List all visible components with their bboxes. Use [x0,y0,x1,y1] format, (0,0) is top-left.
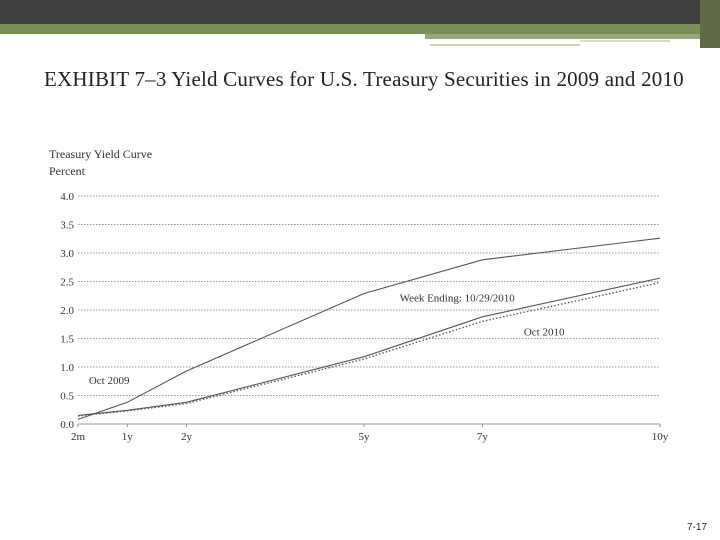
series-lines [77,237,661,420]
y-tick-label: 2.5 [60,277,74,289]
chart-title: Treasury Yield Curve [49,147,152,161]
slide-title: EXHIBIT 7–3 Yield Curves for U.S. Treasu… [44,67,684,91]
series-label: Oct 2010 [524,327,565,339]
x-tick-label: 1y [122,431,134,443]
x-tick-labels: 2m 1y 2y 5y 7y 10y [71,424,669,443]
y-tick-label: 1.5 [60,334,74,346]
page-number: 7-17 [686,522,707,533]
series-label: Oct 2009 [89,375,130,387]
series-line-oct-2009 [77,237,661,420]
x-tick-label: 7y [477,431,489,443]
yield-curve-chart: Treasury Yield Curve Percent 0.0 0.5 1.0 1.… [49,147,669,443]
y-tick-label: 3.0 [60,248,74,260]
series-label: Week Ending: 10/29/2010 [400,292,516,304]
gridlines [78,195,660,425]
y-tick-labels: 0.0 0.5 1.0 1.5 2.0 2.5 3.0 3.5 4.0 [60,191,74,431]
series-line-week-ending-10-29-2010 [77,277,661,416]
y-axis-label: Percent [49,164,86,178]
header-decor-line [580,40,670,42]
y-tick-label: 0.0 [60,419,74,431]
y-tick-label: 4.0 [60,191,74,203]
header-decor-line [430,44,580,46]
header-accent-band [0,24,720,34]
series-line-oct-2010 [77,281,661,417]
x-tick-label: 2y [181,431,193,443]
x-tick-label: 2m [71,431,86,443]
series-labels: Oct 2009 Week Ending: 10/29/2010 Oct 2010 [89,292,565,387]
y-tick-label: 2.0 [60,305,74,317]
x-tick-label: 10y [652,431,669,443]
header-right-block [700,0,720,48]
y-tick-label: 1.0 [60,362,74,374]
y-tick-label: 0.5 [60,391,74,403]
header-decor-line [425,34,700,39]
x-tick-label: 5y [359,431,371,443]
header-dark-band [0,0,720,24]
y-tick-label: 3.5 [60,220,74,232]
